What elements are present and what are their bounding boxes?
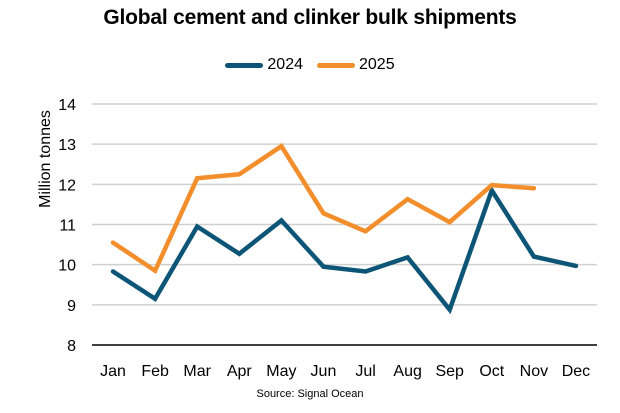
- y-tick-label: 9: [67, 298, 76, 315]
- x-tick-label: Nov: [520, 363, 548, 380]
- legend-item-2024[interactable]: 2024: [225, 56, 303, 74]
- y-tick-label: 14: [58, 97, 76, 114]
- x-tick-label: Oct: [479, 363, 504, 380]
- legend-swatch-2024: [225, 62, 264, 68]
- legend: 2024 2025: [0, 56, 620, 74]
- x-tick-label: Mar: [183, 363, 211, 380]
- x-tick-label: Aug: [393, 363, 421, 380]
- x-tick-label: Jul: [355, 363, 375, 380]
- x-tick-label: Jun: [311, 363, 337, 380]
- x-tick-label: Dec: [562, 363, 590, 380]
- legend-item-2025[interactable]: 2025: [317, 56, 395, 74]
- legend-swatch-2025: [317, 62, 355, 68]
- y-tick-label: 8: [67, 338, 76, 355]
- legend-label-2024: 2024: [267, 56, 303, 73]
- y-tick-label: 11: [59, 218, 76, 235]
- series-line-2024[interactable]: [110, 185, 579, 315]
- x-tick-label: Feb: [141, 363, 169, 380]
- legend-label-2025: 2025: [359, 56, 395, 73]
- x-tick-label: May: [266, 363, 296, 380]
- x-tick-label: Sep: [435, 363, 464, 380]
- source-note: Source: Signal Ocean: [256, 388, 364, 400]
- y-tick-label: 13: [58, 137, 76, 154]
- x-tick-label: Jan: [100, 363, 126, 380]
- y-tick-label: 10: [58, 258, 76, 275]
- series-line-2025[interactable]: [110, 143, 537, 275]
- chart-title: Global cement and clinker bulk shipments: [103, 6, 517, 29]
- x-tick-label: Apr: [227, 363, 253, 380]
- y-tick-label: 12: [58, 177, 76, 194]
